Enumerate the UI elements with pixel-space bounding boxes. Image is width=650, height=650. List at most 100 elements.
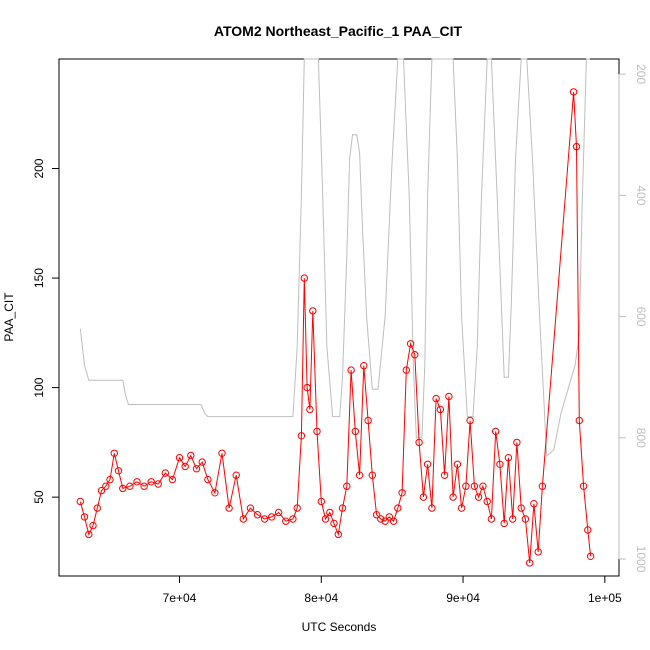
paa-cit-point: [492, 427, 500, 436]
right-tick-label: 800: [634, 428, 648, 448]
paa-cit-point: [211, 489, 219, 497]
plot-frame: [58, 58, 620, 577]
paa-cit-point: [106, 475, 114, 484]
paa-cit-point: [317, 497, 325, 506]
paa-cit-point: [372, 511, 381, 519]
paa-cit-point: [343, 482, 351, 490]
chart-title: ATOM2 Northeast_Pacific_1 PAA_CIT: [214, 23, 463, 39]
paa-cit-point: [147, 478, 155, 486]
right-tick-label: 200: [634, 64, 648, 84]
paa-cit-point: [133, 478, 141, 486]
paa-cit-point: [513, 438, 521, 447]
y-tick-label: 200: [32, 158, 46, 178]
paa-cit-point: [538, 482, 547, 490]
paa-cit-point: [89, 521, 97, 530]
paa-cit-point: [168, 475, 177, 484]
paa-cit-point: [483, 497, 491, 506]
paa-cit-point: [569, 88, 578, 96]
paa-cit-point: [161, 469, 170, 477]
paa-cit-point: [496, 460, 504, 468]
paa-cit-point: [282, 517, 290, 525]
paa-cit-point: [275, 508, 283, 517]
y-tick-label: 50: [32, 490, 46, 504]
paa-cit-point: [297, 432, 306, 440]
paa-cit-point: [364, 416, 372, 425]
paa-cit-point: [347, 366, 355, 374]
paa-cit-point: [289, 515, 297, 523]
paa-cit-point: [313, 427, 321, 436]
paa-cit-point: [449, 493, 457, 501]
x-tick-label: 9e+04: [446, 591, 480, 605]
paa-cit-point: [225, 504, 233, 512]
paa-cit-point: [309, 307, 317, 315]
paa-cit-point: [402, 366, 410, 374]
paa-cit-point: [338, 504, 347, 512]
paa-cit-point: [246, 504, 255, 512]
paa-cit-point: [293, 504, 301, 512]
paa-cit-point: [453, 460, 462, 468]
paa-cit-point: [419, 493, 428, 501]
paa-cit-point: [436, 405, 445, 414]
paa-cit-point: [187, 451, 195, 460]
y-tick-label: 150: [32, 268, 46, 288]
paa-cit-point: [303, 383, 311, 392]
paa-cit-point: [572, 142, 581, 151]
paa-cit-point: [479, 482, 487, 490]
paa-cit-point: [389, 517, 398, 525]
paa-cit-point: [204, 475, 212, 484]
paa-cit-point: [102, 482, 110, 490]
paa-cit-point: [474, 493, 483, 501]
paa-cit-line: [79, 91, 592, 563]
paa-cit-point: [423, 460, 432, 468]
paa-cit-point: [368, 471, 376, 479]
paa-cit-point: [218, 449, 226, 457]
paa-cit-point: [575, 416, 583, 425]
x-tick-label: 1e+05: [588, 591, 622, 605]
paa-cit-point: [526, 559, 534, 567]
paa-cit-point: [415, 438, 423, 447]
paa-cit-point: [232, 471, 240, 479]
paa-cit-point: [500, 519, 508, 528]
right-tick-label: 1000: [634, 546, 648, 573]
paa-cit-point: [140, 482, 148, 490]
right-tick-label: 600: [634, 307, 648, 327]
y-axis-label: PAA_CIT: [2, 292, 16, 342]
paa-cit-point: [119, 484, 127, 493]
paa-cit-point: [406, 340, 415, 348]
paa-cit-point: [300, 274, 308, 282]
paa-cit-point: [579, 482, 588, 490]
paa-cit-point: [445, 392, 453, 401]
paa-cit-point: [330, 519, 338, 528]
x-tick-label: 7e+04: [163, 591, 197, 605]
depth-line: [79, 58, 590, 458]
paa-cit-point: [385, 513, 393, 521]
paa-cit-point: [457, 504, 466, 512]
paa-cit-point: [355, 471, 364, 479]
y-tick-label: 100: [32, 377, 46, 397]
paa-cit-point: [239, 515, 248, 523]
paa-cit-point: [381, 517, 389, 525]
paa-cit-point: [398, 489, 406, 497]
paa-cit-point: [586, 552, 595, 560]
paa-cit-point: [110, 449, 119, 457]
paa-cit-point: [306, 405, 314, 414]
paa-cit-point: [504, 454, 513, 462]
paa-cit-point: [76, 497, 85, 506]
x-axis-label: UTC Seconds: [302, 620, 377, 634]
paa-cit-point: [326, 508, 334, 517]
paa-cit-point: [80, 513, 89, 521]
paa-cit-point: [360, 362, 368, 370]
paa-cit-point: [466, 416, 474, 425]
paa-cit-point: [517, 504, 525, 512]
y-axis: 50 100 150 200: [32, 158, 60, 504]
right-y-axis: 200 400 600 800 1000: [618, 64, 648, 573]
depth-series: [79, 58, 590, 458]
paa-cit-point: [394, 504, 402, 512]
paa-cit-point: [334, 530, 342, 539]
paa-cit-point: [175, 454, 184, 462]
paa-cit-point: [192, 465, 201, 473]
paa-cit-point: [260, 515, 269, 523]
paa-cit-point: [440, 471, 449, 479]
paa-cit-point: [351, 427, 359, 436]
